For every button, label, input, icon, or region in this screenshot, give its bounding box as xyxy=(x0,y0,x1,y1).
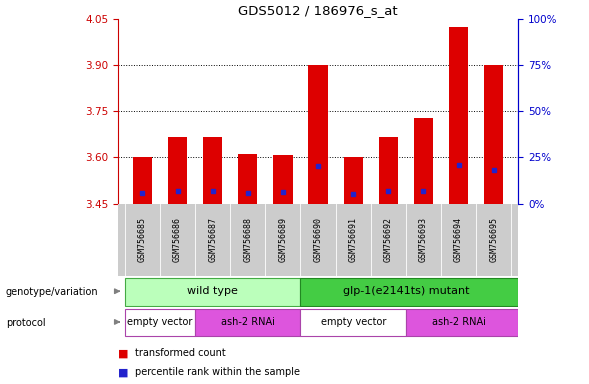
Text: ■: ■ xyxy=(118,367,128,377)
Text: percentile rank within the sample: percentile rank within the sample xyxy=(135,367,300,377)
Text: GSM756687: GSM756687 xyxy=(208,217,217,263)
Text: wild type: wild type xyxy=(187,286,238,296)
Bar xyxy=(125,309,195,336)
Text: GSM756691: GSM756691 xyxy=(349,217,358,263)
Text: GSM756689: GSM756689 xyxy=(279,217,287,263)
Text: GSM756695: GSM756695 xyxy=(489,217,498,263)
Text: genotype/variation: genotype/variation xyxy=(6,287,98,297)
Title: GDS5012 / 186976_s_at: GDS5012 / 186976_s_at xyxy=(238,3,398,17)
Bar xyxy=(300,278,518,306)
Bar xyxy=(300,309,406,336)
Bar xyxy=(406,309,518,336)
Text: ash-2 RNAi: ash-2 RNAi xyxy=(221,317,274,327)
Bar xyxy=(125,278,300,306)
Bar xyxy=(238,154,257,204)
Bar xyxy=(309,65,327,204)
Text: transformed count: transformed count xyxy=(135,348,226,358)
Bar xyxy=(195,309,300,336)
Text: empty vector: empty vector xyxy=(127,317,193,327)
Bar xyxy=(168,137,187,204)
Bar xyxy=(203,137,222,204)
Bar xyxy=(133,157,152,204)
Text: GSM756693: GSM756693 xyxy=(419,217,428,263)
Text: protocol: protocol xyxy=(6,318,45,328)
Text: GSM756688: GSM756688 xyxy=(243,217,252,263)
Bar xyxy=(343,157,363,204)
Text: empty vector: empty vector xyxy=(320,317,386,327)
Text: ash-2 RNAi: ash-2 RNAi xyxy=(432,317,485,327)
Text: glp-1(e2141ts) mutant: glp-1(e2141ts) mutant xyxy=(343,286,469,296)
Text: GSM756690: GSM756690 xyxy=(313,217,323,263)
Text: GSM756692: GSM756692 xyxy=(384,217,393,263)
Bar xyxy=(484,65,504,204)
Text: ■: ■ xyxy=(118,348,128,358)
Text: GSM756694: GSM756694 xyxy=(454,217,463,263)
Text: GSM756685: GSM756685 xyxy=(138,217,147,263)
Text: GSM756686: GSM756686 xyxy=(173,217,182,263)
Bar xyxy=(449,27,468,204)
Bar xyxy=(414,118,433,204)
Bar xyxy=(379,137,398,204)
Bar xyxy=(273,155,293,204)
